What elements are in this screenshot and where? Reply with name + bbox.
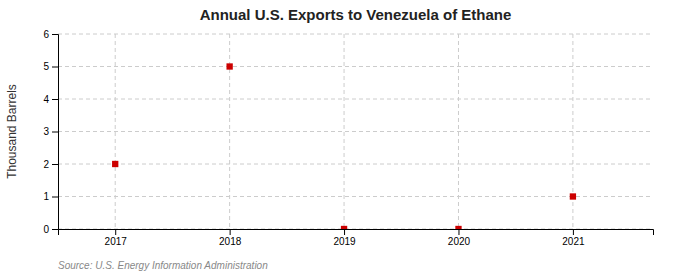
x-tick-label: 2019	[333, 236, 356, 247]
point	[455, 226, 461, 229]
point	[341, 226, 347, 229]
y-tick-mark	[52, 132, 58, 133]
y-tick-label: 1	[43, 191, 49, 202]
x-tick-mark	[344, 229, 345, 235]
y-grid-line	[58, 131, 653, 132]
y-tick-mark	[52, 229, 58, 230]
x-grid-line	[115, 34, 116, 229]
y-tick-mark	[52, 34, 58, 35]
x-tick: 2021	[562, 229, 585, 247]
x-tick-label: 2020	[448, 236, 471, 247]
x-axis: 2017 2018 2019 2020 2021	[59, 229, 654, 247]
x-tick-mark	[115, 229, 116, 235]
point	[112, 161, 118, 167]
y-tick-label: 2	[43, 159, 49, 170]
y-tick: 0	[43, 224, 58, 235]
y-tick: 2	[43, 159, 58, 170]
y-tick-mark	[52, 164, 58, 165]
plot: 2017 2018 2019 2020 2021 0 1 2 3 4 5 6	[43, 29, 653, 247]
x-grid-line	[229, 34, 230, 229]
y-tick: 6	[43, 29, 58, 40]
x-axis-line	[59, 230, 654, 236]
grid	[58, 34, 653, 229]
y-tick: 5	[43, 61, 58, 72]
x-tick-mark	[573, 229, 574, 235]
y-tick-label: 4	[43, 94, 49, 105]
x-tick-label: 2017	[105, 236, 128, 247]
x-tick: 2018	[219, 229, 242, 247]
point	[570, 193, 576, 199]
x-grid-line	[344, 34, 345, 229]
x-tick-label: 2021	[562, 236, 585, 247]
source: Source: U.S. Energy Information Administ…	[58, 260, 268, 271]
y-tick: 1	[43, 191, 58, 202]
y-grid-line	[58, 196, 653, 197]
y-tick-label: 6	[43, 29, 49, 40]
point	[226, 63, 232, 69]
y-grid-line	[58, 164, 653, 165]
y-axis-line	[52, 35, 59, 230]
x-tick-mark	[230, 229, 231, 235]
x-grid-line	[572, 34, 573, 229]
y-tick-label: 3	[43, 126, 49, 137]
y-tick-mark	[52, 99, 58, 100]
x-tick: 2017	[105, 229, 128, 247]
y-grid-line	[58, 99, 653, 100]
y-tick-mark	[52, 67, 58, 68]
y-grid-line	[58, 66, 653, 67]
y-tick-label: 0	[43, 224, 49, 235]
chart: 2017 2018 2019 2020 2021 0 1 2 3 4 5 6 Annual U.S. E…	[0, 0, 675, 275]
y-tick-mark	[52, 197, 58, 198]
y-grid-line	[58, 34, 653, 35]
x-grid-line	[458, 34, 459, 229]
title: Annual U.S. Exports to Venezuela of Etha…	[200, 6, 512, 23]
y-tick: 4	[43, 94, 58, 105]
y-tick: 3	[43, 126, 58, 137]
x-tick-mark	[458, 229, 459, 235]
y-axis: 0 1 2 3 4 5 6	[43, 29, 58, 235]
y-axis-label: Thousand Barrels	[5, 84, 19, 179]
y-tick-label: 5	[43, 61, 49, 72]
x-tick-label: 2018	[219, 236, 242, 247]
points	[112, 63, 576, 229]
x-tick: 2020	[448, 229, 471, 247]
x-tick: 2019	[333, 229, 356, 247]
